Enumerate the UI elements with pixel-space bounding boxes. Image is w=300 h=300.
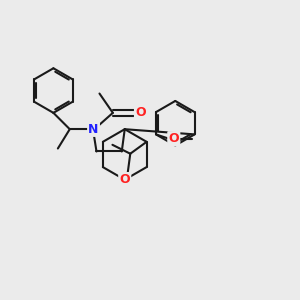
Text: N: N <box>88 123 99 136</box>
Text: O: O <box>119 173 130 186</box>
Text: O: O <box>135 106 146 119</box>
Text: O: O <box>169 132 179 146</box>
